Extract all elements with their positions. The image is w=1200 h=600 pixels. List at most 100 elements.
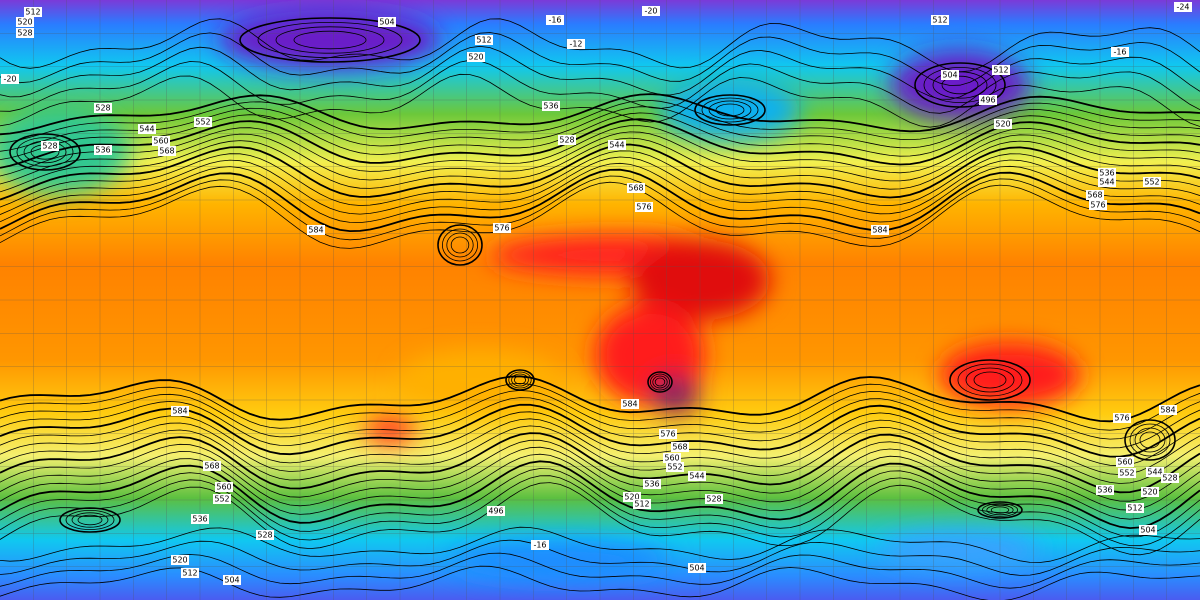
height-contours — [0, 17, 1200, 600]
contour-line — [0, 403, 1200, 458]
contour-label: 576 — [636, 203, 651, 212]
contour-label: 528 — [1162, 474, 1177, 483]
closed-contour — [71, 512, 109, 528]
contour-label: 496 — [980, 96, 995, 105]
contour-line — [0, 59, 1200, 114]
closed-contour — [1134, 427, 1166, 453]
label-box — [1111, 47, 1129, 57]
label-box — [992, 65, 1010, 75]
closed-contour — [708, 100, 752, 120]
contour-label: 552 — [195, 118, 210, 127]
label-box — [181, 568, 199, 578]
closed-contour — [59, 507, 121, 533]
label-box — [567, 39, 585, 49]
contour-label: 504 — [379, 18, 394, 27]
label-box — [941, 70, 959, 80]
label-box — [546, 15, 564, 25]
closed-contour — [652, 375, 668, 389]
closed-contour — [1124, 419, 1176, 461]
closed-contour — [1139, 431, 1161, 449]
contour-line — [0, 460, 1200, 530]
label-box — [1098, 168, 1116, 178]
contour-label: 552 — [214, 495, 229, 504]
contour-label: 536 — [644, 480, 659, 489]
closed-contour — [9, 133, 81, 171]
contour-line — [0, 93, 1200, 136]
contour-line — [0, 390, 1200, 440]
contour-line — [0, 468, 1200, 538]
contour-line — [0, 453, 1200, 520]
contour-label: 520 — [17, 18, 32, 27]
closed-contour — [694, 94, 766, 126]
label-box — [671, 442, 689, 452]
label-box — [191, 514, 209, 524]
label-box — [994, 119, 1012, 129]
label-box — [1116, 457, 1134, 467]
closed-contour — [511, 373, 529, 387]
contour-label: 560 — [153, 137, 168, 146]
label-box — [627, 183, 645, 193]
closed-contour — [973, 371, 1007, 389]
label-box — [487, 506, 505, 516]
label-box — [16, 28, 34, 38]
label-box — [542, 101, 560, 111]
contour-label: 512 — [182, 569, 197, 578]
contour-label: 552 — [1119, 469, 1134, 478]
closed-contour — [957, 363, 1023, 397]
contour-line — [0, 411, 1200, 467]
label-box — [94, 145, 112, 155]
contour-line — [0, 143, 1200, 201]
contour-label: 568 — [1087, 191, 1102, 200]
contour-label: 512 — [476, 36, 491, 45]
contour-label: 520 — [468, 53, 483, 62]
contour-line — [0, 175, 1200, 241]
label-box — [378, 17, 396, 27]
closed-contour — [77, 514, 103, 526]
contour-label: 512 — [634, 500, 649, 509]
label-box — [642, 6, 660, 16]
closed-contour — [441, 228, 478, 262]
label-box — [688, 563, 706, 573]
label-box — [158, 146, 176, 156]
label-box — [531, 540, 549, 550]
contour-label: 520 — [995, 120, 1010, 129]
closed-contour — [505, 369, 535, 391]
contour-label: 536 — [1097, 486, 1112, 495]
closed-contour — [257, 21, 403, 59]
contour-line — [0, 382, 1200, 431]
label-box — [1161, 473, 1179, 483]
label-box — [467, 52, 485, 62]
label-box — [24, 7, 42, 17]
label-box — [979, 95, 997, 105]
label-box — [41, 141, 59, 151]
label-box — [475, 35, 493, 45]
label-box — [558, 135, 576, 145]
contour-line — [0, 18, 1200, 73]
contour-label: 520 — [624, 493, 639, 502]
contour-label: 512 — [1127, 504, 1142, 513]
contour-line — [0, 439, 1200, 502]
contour-line — [0, 397, 1200, 449]
contour-line — [0, 73, 1200, 128]
contour-label: 504 — [942, 71, 957, 80]
contour-line — [0, 99, 1200, 144]
contour-label: 560 — [1117, 458, 1132, 467]
contour-label: 560 — [216, 483, 231, 492]
contour-line — [0, 162, 1200, 224]
label-box — [1089, 200, 1107, 210]
label-box — [1118, 468, 1136, 478]
contour-label: 504 — [1140, 526, 1155, 535]
label-box — [608, 140, 626, 150]
label-box — [666, 462, 684, 472]
contour-label: 504 — [224, 576, 239, 585]
label-box — [635, 202, 653, 212]
contour-line — [0, 156, 1200, 215]
contour-label: 536 — [543, 102, 558, 111]
closed-contour — [275, 26, 385, 54]
contour-label: 528 — [706, 495, 721, 504]
label-box — [1143, 177, 1161, 187]
closed-contour — [701, 97, 759, 123]
contour-label: 544 — [139, 125, 154, 134]
contour-line — [0, 168, 1200, 233]
